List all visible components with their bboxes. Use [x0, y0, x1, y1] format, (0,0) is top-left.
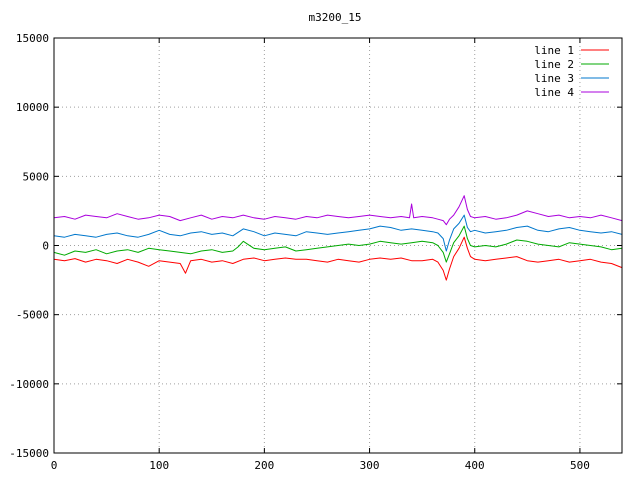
y-tick-label: -10000 — [9, 378, 49, 391]
legend-label-1: line 1 — [534, 44, 574, 57]
y-tick-label: 15000 — [16, 32, 49, 45]
chart-title: m3200_15 — [309, 11, 362, 24]
axis-ticks: 0 100 200 300 400 500 -15000 -10000 -5000 0 5000 10… — [9, 32, 622, 472]
y-tick-label: 5000 — [23, 170, 50, 183]
plot-frame — [53, 37, 623, 454]
series-line-1 — [53, 236, 623, 281]
x-tick-label: 200 — [254, 459, 274, 472]
series-line-4 — [53, 195, 623, 226]
legend-label-2: line 2 — [534, 58, 574, 71]
series-layer — [53, 195, 623, 281]
y-tick-label: 0 — [42, 240, 49, 253]
y-tick-label: -15000 — [9, 447, 49, 460]
x-tick-label: 0 — [51, 459, 58, 472]
x-tick-label: 300 — [360, 459, 380, 472]
y-tick-label: -5000 — [16, 309, 49, 322]
y-tick-label: 10000 — [16, 101, 49, 114]
legend-label-3: line 3 — [534, 72, 574, 85]
series-line-3 — [53, 214, 623, 252]
x-tick-label: 400 — [465, 459, 485, 472]
x-tick-label: 100 — [149, 459, 169, 472]
x-tick-label: 500 — [570, 459, 590, 472]
series-line-2 — [53, 225, 623, 263]
legend-label-4: line 4 — [534, 86, 574, 99]
